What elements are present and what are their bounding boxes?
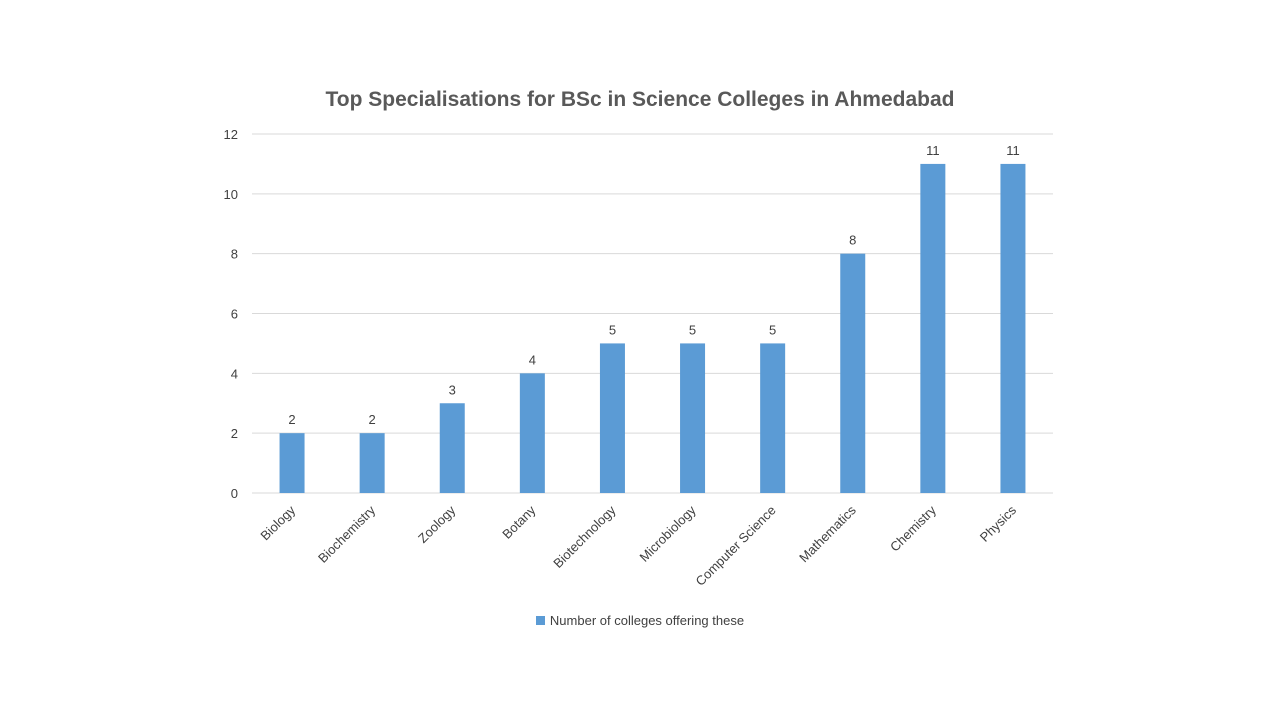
gridlines xyxy=(252,133,1053,494)
y-tick-label: 8 xyxy=(231,247,238,262)
y-tick-label: 4 xyxy=(231,366,238,381)
y-tick-label: 6 xyxy=(231,307,238,322)
bars xyxy=(279,163,1026,493)
bar xyxy=(1000,163,1026,493)
legend: Number of colleges offering these xyxy=(0,613,1280,628)
y-tick-label: 12 xyxy=(224,127,238,142)
data-labels: 2 2 3 4 5 5 5 8 11 11 xyxy=(288,143,1019,427)
data-label: 3 xyxy=(449,382,456,397)
x-tick-label: Chemistry xyxy=(887,502,939,554)
data-label: 2 xyxy=(369,412,376,427)
data-label: 4 xyxy=(529,352,536,367)
chart-title: Top Specialisations for BSc in Science C… xyxy=(325,88,955,111)
bar xyxy=(599,343,625,493)
y-tick-label: 2 xyxy=(231,426,238,441)
legend-label: Number of colleges offering these xyxy=(549,613,745,628)
y-axis-ticks: 0 2 4 6 8 10 12 xyxy=(224,127,238,501)
data-label: 2 xyxy=(288,412,295,427)
data-label: 11 xyxy=(926,143,940,158)
x-tick-label: Computer Science xyxy=(693,503,779,589)
data-label: 5 xyxy=(689,322,696,337)
x-tick-label: Zoology xyxy=(415,502,459,546)
x-tick-label: Biology xyxy=(257,502,298,543)
x-tick-label: Mathematics xyxy=(796,502,859,565)
bar xyxy=(760,343,786,493)
data-label: 11 xyxy=(1006,143,1020,158)
x-tick-label: Botany xyxy=(499,502,539,542)
bar xyxy=(920,163,946,493)
y-tick-label: 10 xyxy=(224,187,238,202)
data-label: 5 xyxy=(609,322,616,337)
bar xyxy=(840,253,866,493)
bar xyxy=(519,373,545,493)
x-tick-label: Microbiology xyxy=(636,502,699,565)
legend-swatch xyxy=(535,616,545,625)
x-tick-label: Physics xyxy=(977,502,1020,545)
x-tick-label: Biochemistry xyxy=(315,502,379,566)
bar xyxy=(279,433,305,493)
data-label: 5 xyxy=(769,322,776,337)
x-axis-ticks: Biology Biochemistry Zoology Botany Biotechn… xyxy=(257,502,1019,589)
y-tick-label: 0 xyxy=(231,486,238,501)
bar xyxy=(359,433,385,493)
data-label: 8 xyxy=(849,233,856,248)
bar xyxy=(680,343,706,493)
bar xyxy=(439,403,465,493)
x-tick-label: Biotechnology xyxy=(550,502,619,571)
